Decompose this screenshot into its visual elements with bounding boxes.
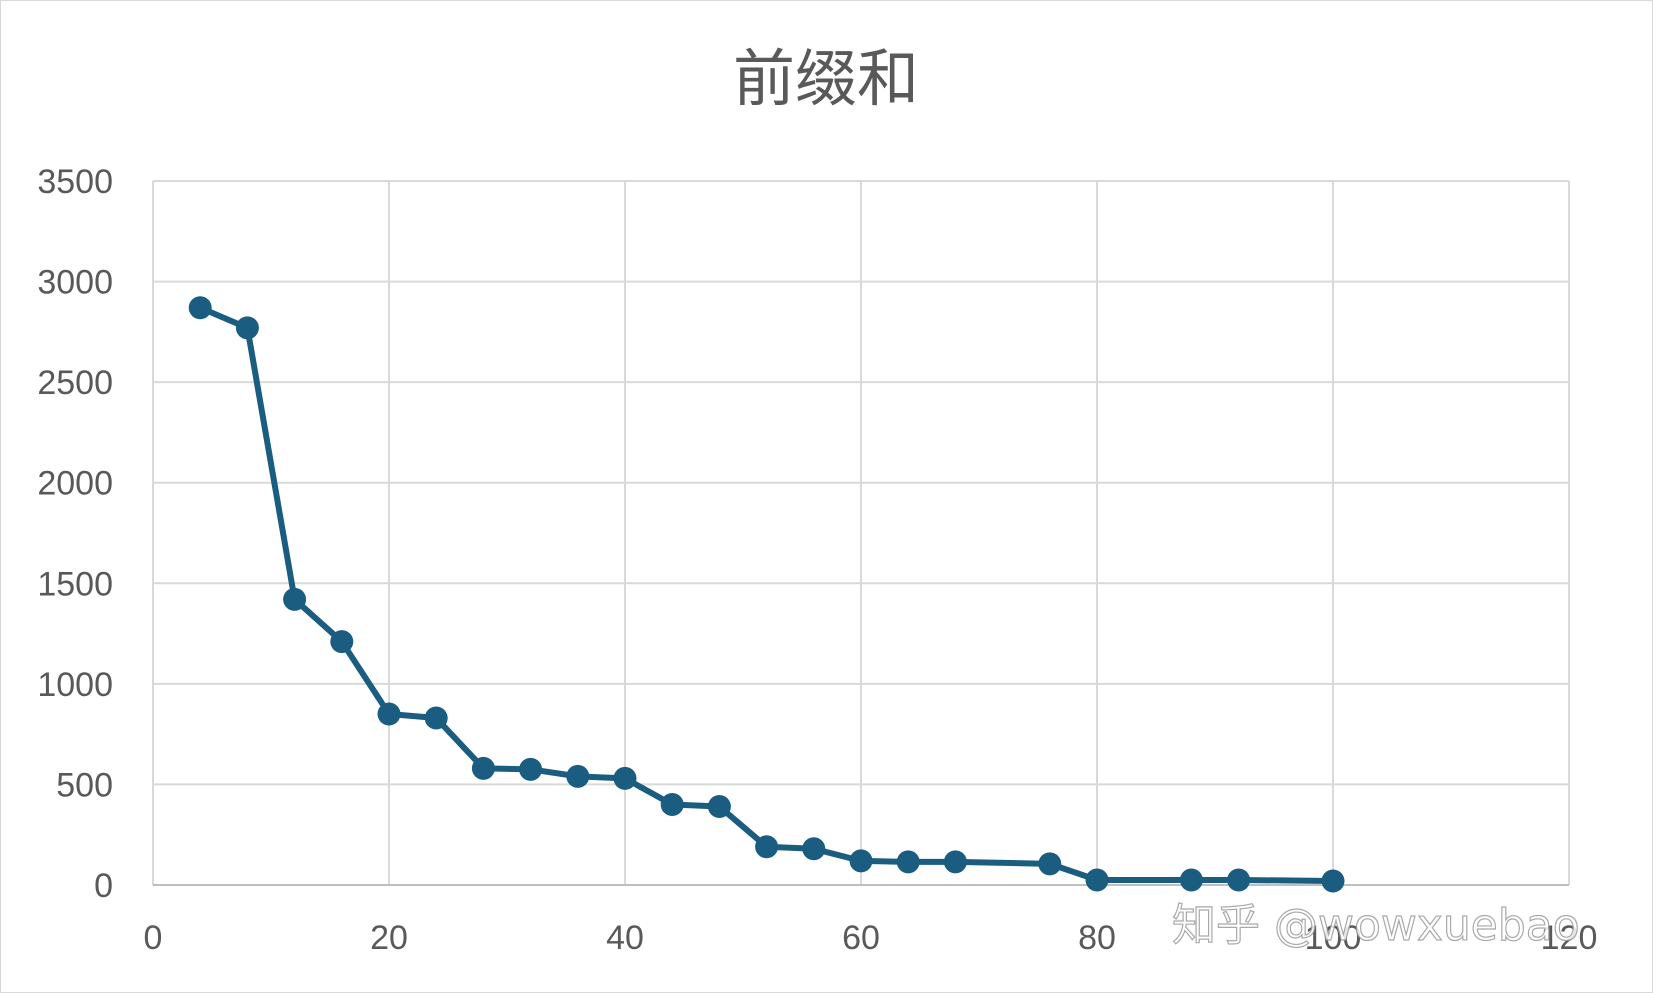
data-point bbox=[377, 702, 401, 726]
data-point bbox=[1321, 869, 1345, 893]
x-tick-label: 100 bbox=[1305, 919, 1362, 957]
data-point bbox=[755, 835, 779, 859]
data-point bbox=[660, 793, 684, 817]
y-tick-label: 2500 bbox=[37, 364, 113, 402]
x-tick-label: 120 bbox=[1541, 919, 1598, 957]
data-point bbox=[330, 630, 354, 654]
data-point bbox=[707, 795, 731, 819]
data-point bbox=[1179, 868, 1203, 892]
series-layer bbox=[188, 296, 1345, 893]
data-point bbox=[849, 849, 873, 873]
y-tick-label: 500 bbox=[56, 766, 113, 804]
data-point bbox=[424, 706, 448, 730]
y-tick-label: 1000 bbox=[37, 666, 113, 704]
data-point bbox=[613, 766, 637, 790]
data-point bbox=[235, 316, 259, 340]
data-point bbox=[283, 587, 307, 611]
y-tick-label: 0 bbox=[94, 867, 113, 905]
data-point bbox=[1227, 868, 1251, 892]
x-tick-label: 0 bbox=[144, 919, 163, 957]
data-point bbox=[188, 296, 212, 320]
x-tick-label: 60 bbox=[842, 919, 880, 957]
y-tick-label: 3000 bbox=[37, 264, 113, 302]
series-line bbox=[199, 304, 1334, 884]
tick-labels: 0 500 1000 1500 2000 2500 3000 3500 0 20 40 60 80 100… bbox=[37, 163, 1597, 957]
watermark: 知乎 @wowxuebao bbox=[1172, 900, 1580, 951]
x-tick-label: 80 bbox=[1078, 919, 1116, 957]
data-point bbox=[943, 850, 967, 874]
data-point bbox=[1038, 852, 1062, 876]
y-tick-label: 2000 bbox=[37, 465, 113, 503]
data-point bbox=[471, 756, 495, 780]
chart-title: 前缀和 bbox=[733, 42, 919, 115]
gridlines bbox=[152, 180, 1570, 885]
y-tick-label: 3500 bbox=[37, 163, 113, 201]
x-tick-label: 40 bbox=[606, 919, 644, 957]
y-tick-label: 1500 bbox=[37, 565, 113, 603]
x-tick-label: 20 bbox=[370, 919, 408, 957]
data-point bbox=[519, 757, 543, 781]
data-point bbox=[1085, 868, 1109, 892]
data-point bbox=[802, 837, 826, 861]
data-point bbox=[566, 764, 590, 788]
data-point bbox=[896, 850, 920, 874]
